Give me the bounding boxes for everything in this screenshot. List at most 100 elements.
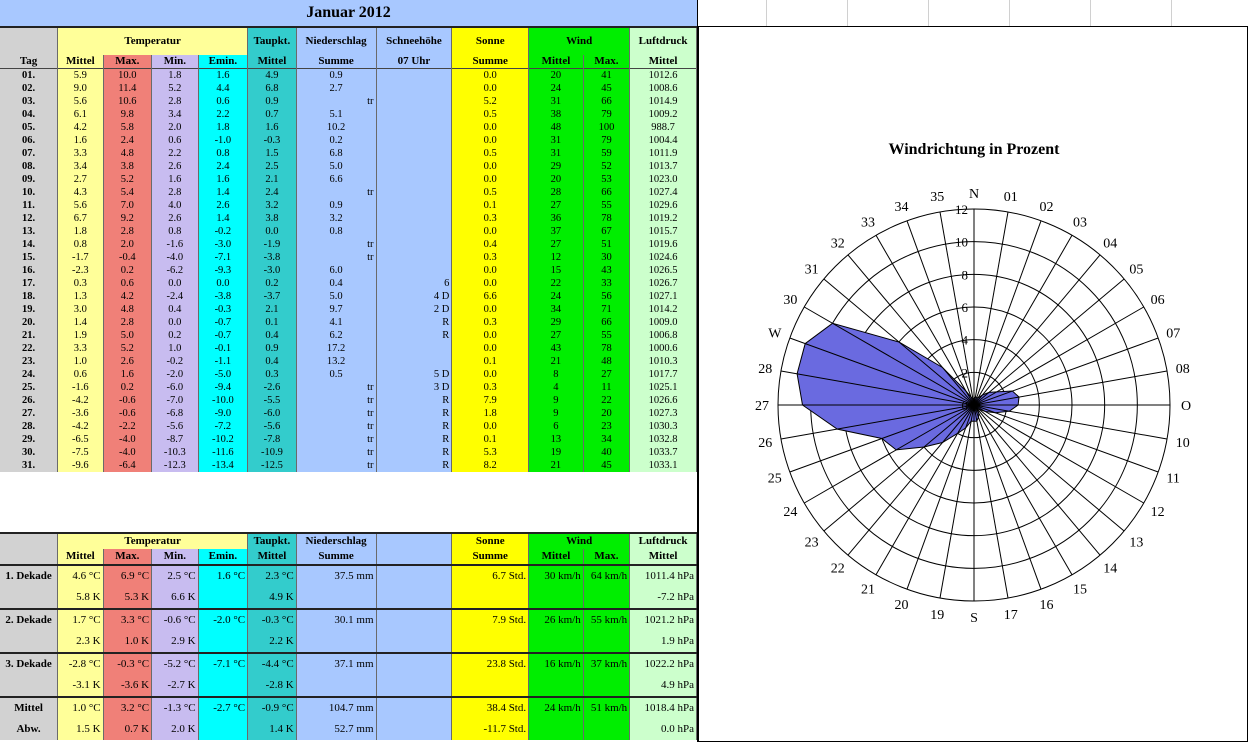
cell-temp-max[interactable]: 2.8	[103, 225, 153, 238]
stats-cell-temp-mittel[interactable]: 1.5 K	[57, 719, 104, 740]
cell-temp-emin[interactable]: -0.2	[198, 225, 249, 238]
cell-niederschlag[interactable]: 6.0	[296, 264, 377, 277]
cell-temp-min[interactable]: -12.3	[151, 459, 199, 472]
cell-temp-min[interactable]: 3.4	[151, 108, 199, 121]
stats-cell-taupkt[interactable]: -4.4 °C	[247, 653, 297, 675]
cell-day[interactable]: 06.	[0, 134, 59, 147]
cell-luftdruck[interactable]: 1011.9	[629, 147, 697, 160]
cell-temp-mittel[interactable]: -7.5	[57, 446, 104, 459]
cell-luftdruck[interactable]: 1026.6	[629, 394, 697, 407]
cell-temp-min[interactable]: -10.3	[151, 446, 199, 459]
cell-temp-max[interactable]: -0.4	[103, 251, 153, 264]
cell-temp-emin[interactable]: -7.2	[198, 420, 249, 433]
cell-day[interactable]: 23.	[0, 355, 59, 368]
cell-temp-mittel[interactable]: -6.5	[57, 433, 104, 446]
cell-niederschlag[interactable]: 2.7	[296, 82, 377, 95]
stats-cell-taupkt[interactable]: -2.8 K	[247, 675, 297, 697]
cell-temp-min[interactable]: 0.2	[151, 329, 199, 342]
stats-cell-temp-emin[interactable]: 1.6 °C	[198, 565, 249, 587]
cell-wind-mittel[interactable]: 6	[528, 420, 584, 433]
cell-niederschlag[interactable]: 0.9	[296, 199, 377, 212]
cell-temp-min[interactable]: -4.0	[151, 251, 199, 264]
cell-luftdruck[interactable]: 1025.1	[629, 381, 697, 394]
cell-temp-max[interactable]: 10.6	[103, 95, 153, 108]
cell-sonne[interactable]: 0.3	[451, 251, 530, 264]
cell-wind-max[interactable]: 40	[583, 446, 631, 459]
cell-taupkt[interactable]: 0.2	[247, 277, 297, 290]
stats-cell-taupkt[interactable]: 2.2 K	[247, 631, 297, 653]
cell-luftdruck[interactable]: 1004.4	[629, 134, 697, 147]
cell-temp-min[interactable]: 1.0	[151, 342, 199, 355]
cell-luftdruck[interactable]: 1030.3	[629, 420, 697, 433]
cell-sonne[interactable]: 0.0	[451, 342, 530, 355]
cell-niederschlag[interactable]: tr	[296, 95, 377, 108]
stats-cell-schneehoehe[interactable]	[376, 675, 453, 697]
cell-temp-min[interactable]: 4.0	[151, 199, 199, 212]
cell-day[interactable]: 13.	[0, 225, 59, 238]
cell-day[interactable]: 02.	[0, 82, 59, 95]
cell-taupkt[interactable]: 0.0	[247, 225, 297, 238]
cell-wind-max[interactable]: 66	[583, 186, 631, 199]
grid-cell[interactable]	[848, 0, 929, 26]
cell-sonne[interactable]: 0.0	[451, 160, 530, 173]
cell-taupkt[interactable]: 3.2	[247, 199, 297, 212]
cell-niederschlag[interactable]: tr	[296, 420, 377, 433]
cell-temp-emin[interactable]: -3.8	[198, 290, 249, 303]
stats-cell-temp-min[interactable]: 6.6 K	[151, 587, 199, 609]
cell-sonne[interactable]: 1.8	[451, 407, 530, 420]
cell-temp-max[interactable]: 2.8	[103, 316, 153, 329]
cell-sonne[interactable]: 0.0	[451, 68, 530, 82]
cell-luftdruck[interactable]: 1014.2	[629, 303, 697, 316]
cell-temp-max[interactable]: 5.0	[103, 329, 153, 342]
cell-sonne[interactable]: 0.3	[451, 212, 530, 225]
stats-cell-luftdruck[interactable]: 1.9 hPa	[629, 631, 697, 653]
cell-day[interactable]: 16.	[0, 264, 59, 277]
cell-temp-max[interactable]: 7.0	[103, 199, 153, 212]
cell-temp-min[interactable]: -2.4	[151, 290, 199, 303]
cell-temp-mittel[interactable]: 5.6	[57, 95, 104, 108]
cell-wind-max[interactable]: 45	[583, 82, 631, 95]
cell-temp-min[interactable]: 0.8	[151, 225, 199, 238]
cell-schneehoehe[interactable]	[376, 238, 453, 251]
cell-temp-max[interactable]: 0.6	[103, 277, 153, 290]
cell-schneehoehe[interactable]: R	[376, 433, 453, 446]
cell-temp-mittel[interactable]: 9.0	[57, 82, 104, 95]
stats-cell-schneehoehe[interactable]	[376, 697, 453, 719]
cell-taupkt[interactable]: 0.4	[247, 329, 297, 342]
grid-cell[interactable]	[1172, 0, 1248, 26]
cell-temp-mittel[interactable]: 2.7	[57, 173, 104, 186]
stats-cell-luftdruck[interactable]: 1021.2 hPa	[629, 609, 697, 631]
cell-temp-max[interactable]: -2.2	[103, 420, 153, 433]
cell-wind-max[interactable]: 27	[583, 368, 631, 381]
stats-cell-temp-max[interactable]: -3.6 K	[103, 675, 153, 697]
cell-schneehoehe[interactable]: 4 D	[376, 290, 453, 303]
cell-temp-min[interactable]: 2.6	[151, 212, 199, 225]
cell-temp-min[interactable]: -5.6	[151, 420, 199, 433]
cell-wind-max[interactable]: 22	[583, 394, 631, 407]
cell-wind-mittel[interactable]: 37	[528, 225, 584, 238]
cell-wind-mittel[interactable]: 31	[528, 147, 584, 160]
cell-wind-mittel[interactable]: 31	[528, 95, 584, 108]
cell-niederschlag[interactable]: tr	[296, 433, 377, 446]
cell-temp-emin[interactable]: 2.4	[198, 160, 249, 173]
cell-temp-mittel[interactable]: -3.6	[57, 407, 104, 420]
cell-temp-emin[interactable]: -3.0	[198, 238, 249, 251]
cell-temp-max[interactable]: 9.8	[103, 108, 153, 121]
cell-schneehoehe[interactable]	[376, 251, 453, 264]
stats-cell-wind-max[interactable]: 37 km/h	[583, 653, 631, 675]
cell-temp-emin[interactable]: 1.4	[198, 186, 249, 199]
cell-schneehoehe[interactable]	[376, 121, 453, 134]
cell-sonne[interactable]: 0.0	[451, 420, 530, 433]
cell-taupkt[interactable]: -3.7	[247, 290, 297, 303]
cell-temp-mittel[interactable]: 1.9	[57, 329, 104, 342]
cell-day[interactable]: 22.	[0, 342, 59, 355]
stats-cell-temp-min[interactable]: 2.5 °C	[151, 565, 199, 587]
stats-cell-niederschlag[interactable]: 30.1 mm	[296, 609, 377, 631]
cell-temp-max[interactable]: 11.4	[103, 82, 153, 95]
cell-schneehoehe[interactable]: R	[376, 316, 453, 329]
cell-schneehoehe[interactable]: R	[376, 394, 453, 407]
cell-taupkt[interactable]: 2.1	[247, 173, 297, 186]
cell-niederschlag[interactable]: 9.7	[296, 303, 377, 316]
grid-cell[interactable]	[698, 0, 767, 26]
cell-wind-mittel[interactable]: 31	[528, 134, 584, 147]
